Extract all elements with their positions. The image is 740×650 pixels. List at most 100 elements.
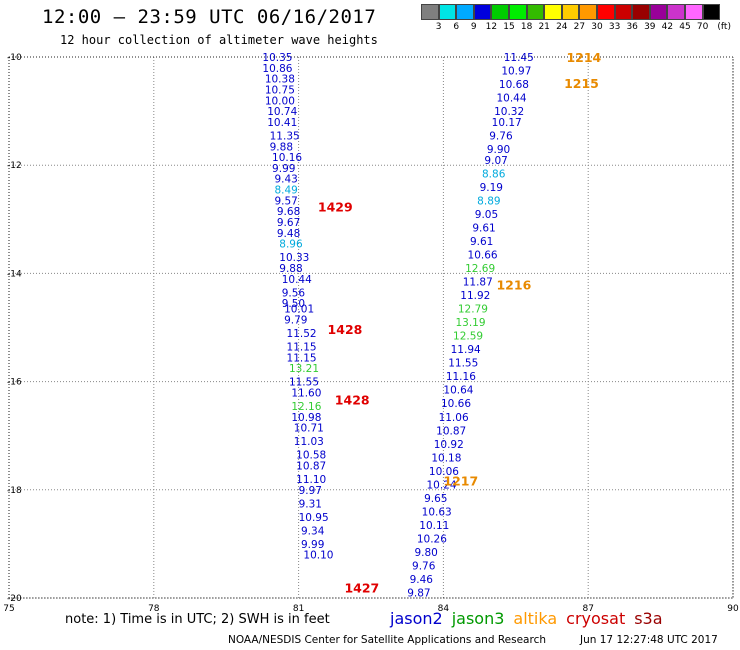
wave-height-value: 10.74	[267, 106, 297, 118]
satellite-legend-item: jason3	[451, 609, 505, 628]
wave-height-value: 10.33	[279, 252, 309, 264]
scale-swatch	[473, 4, 492, 20]
wave-height-value: 9.87	[407, 588, 430, 600]
wave-height-value: 10.06	[429, 466, 459, 478]
lat-tick-label: -12	[7, 161, 22, 171]
scale-label: 45	[679, 22, 691, 32]
wave-height-value: 12.16	[291, 401, 321, 413]
wave-height-value: 12.69	[465, 263, 495, 275]
scale-label: 21	[538, 22, 550, 32]
scale-swatch	[438, 4, 457, 20]
lon-tick-label: 75	[3, 604, 14, 614]
wave-height-value: 10.58	[296, 450, 326, 462]
wave-height-value: 11.06	[439, 412, 469, 424]
wave-height-value: 10.66	[468, 249, 498, 261]
color-scale	[421, 4, 721, 20]
wave-height-value: 11.35	[270, 130, 300, 142]
wave-height-value: 8.89	[477, 195, 500, 207]
wave-height-value: 9.99	[272, 163, 295, 175]
wave-height-value: 13.19	[455, 317, 485, 329]
track-label: 1428	[328, 322, 363, 337]
scale-swatch	[596, 4, 615, 20]
wave-height-value: 9.88	[279, 263, 302, 275]
scale-swatch	[544, 4, 562, 20]
scale-swatch	[491, 4, 509, 20]
wave-height-value: 9.05	[475, 209, 498, 221]
lon-tick-label: 84	[438, 604, 450, 614]
track-label: 1217	[443, 474, 478, 489]
wave-height-value: 9.48	[277, 228, 300, 240]
scale-label: 42	[661, 22, 674, 32]
wave-height-value: 13.21	[289, 363, 319, 375]
scale-swatch	[632, 4, 650, 20]
scale-swatch	[684, 4, 703, 20]
wave-height-value: 9.50	[282, 298, 305, 310]
page-title: 12:00 — 23:59 UTC 06/16/2017	[42, 6, 377, 28]
wave-height-value: 10.87	[436, 425, 466, 437]
satellite-legend: jason2 jason3 altika cryosat s3a	[390, 609, 672, 628]
wave-height-value: 10.18	[431, 452, 461, 464]
wave-height-value: 10.16	[272, 152, 302, 164]
wave-height-value: 11.10	[296, 474, 326, 486]
wave-height-value: 9.88	[270, 141, 293, 153]
wave-height-value: 9.68	[277, 206, 300, 218]
wave-height-value: 8.86	[482, 168, 506, 180]
scale-swatch	[561, 4, 580, 20]
scale-label: 3	[435, 22, 442, 32]
wave-height-value: 10.32	[494, 106, 524, 118]
scale-label: (ft)	[717, 22, 731, 32]
scale-label: 12	[485, 22, 498, 32]
wave-height-value: 12.59	[453, 331, 483, 343]
wave-height-value: 11.45	[504, 52, 534, 64]
lon-tick-label: 81	[293, 604, 304, 614]
wave-height-value: 9.57	[274, 195, 297, 207]
wave-height-value: 9.46	[410, 574, 434, 586]
lon-tick-label: 90	[727, 604, 739, 614]
scale-label: 39	[644, 22, 656, 32]
scale-label: 6	[453, 22, 460, 32]
scale-label: 15	[503, 22, 515, 32]
wave-height-value: 8.49	[274, 185, 297, 197]
satellite-legend-item: cryosat	[566, 609, 626, 628]
wave-height-value: 9.76	[489, 130, 513, 142]
wave-height-value: 10.24	[427, 479, 457, 491]
scale-label: 30	[591, 22, 603, 32]
wave-height-value: 10.41	[267, 117, 297, 129]
wave-height-value: 10.66	[441, 398, 471, 410]
track-label: 1214	[566, 50, 601, 65]
wave-height-value: 9.61	[472, 222, 495, 234]
wave-height-value: 10.98	[291, 412, 321, 424]
scale-label: 70	[696, 22, 709, 32]
scale-swatch	[508, 4, 527, 20]
wave-height-value: 10.17	[492, 117, 522, 129]
track-label: 1428	[335, 393, 370, 408]
wave-height-value: 10.87	[296, 460, 326, 472]
wave-height-value: 10.97	[501, 66, 531, 78]
wave-height-value: 12.79	[458, 304, 488, 316]
wave-height-value: 9.07	[484, 155, 507, 167]
track-label: 1429	[318, 199, 353, 214]
wave-height-value: 11.03	[294, 436, 324, 448]
wave-height-value: 9.80	[414, 547, 437, 559]
wave-height-value: 9.99	[301, 539, 324, 551]
wave-height-value: 10.01	[284, 304, 314, 316]
wave-height-value: 9.19	[480, 182, 503, 194]
satellite-legend-item: altika	[513, 609, 558, 628]
lat-tick-label: -18	[7, 486, 22, 496]
scale-swatch	[526, 4, 545, 20]
track-label: 1427	[344, 580, 379, 595]
scale-label: 27	[573, 22, 586, 32]
wave-height-value: 9.65	[424, 493, 447, 505]
timestamp: Jun 17 12:27:48 UTC 2017	[580, 634, 718, 646]
lat-tick-label: -14	[7, 269, 22, 279]
scale-swatch	[421, 4, 439, 20]
page-subtitle: 12 hour collection of altimeter wave hei…	[60, 33, 378, 47]
wave-height-value: 10.95	[299, 512, 329, 524]
scale-label: 33	[608, 22, 621, 32]
scale-swatch	[579, 4, 597, 20]
wave-height-value: 11.55	[448, 358, 478, 370]
lon-tick-label: 78	[148, 604, 160, 614]
wave-height-value: 9.56	[282, 287, 306, 299]
wave-height-value: 9.79	[284, 314, 307, 326]
wave-height-value: 11.60	[291, 387, 321, 399]
